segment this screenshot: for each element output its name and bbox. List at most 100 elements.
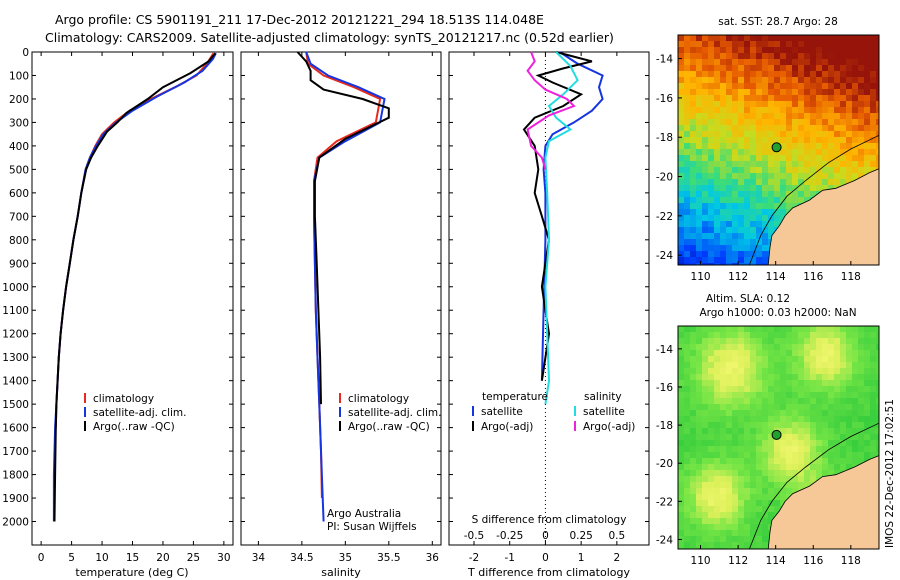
map-cell bbox=[852, 458, 859, 465]
map-cell bbox=[756, 362, 763, 369]
map-cell bbox=[798, 356, 805, 363]
map-cell bbox=[744, 380, 751, 387]
map-cell bbox=[726, 512, 733, 519]
map-cell bbox=[738, 83, 745, 90]
map-cell bbox=[780, 374, 787, 381]
map-cell bbox=[690, 428, 697, 435]
land-mass bbox=[767, 455, 880, 550]
map-cell bbox=[828, 344, 835, 351]
map-cell bbox=[756, 542, 763, 549]
map-cell bbox=[750, 542, 757, 549]
map-cell bbox=[792, 476, 799, 483]
map-cell bbox=[750, 356, 757, 363]
map-cell bbox=[858, 59, 865, 66]
map-cell bbox=[720, 362, 727, 369]
map-cell bbox=[744, 149, 751, 156]
map-cell bbox=[708, 155, 715, 162]
map-cell bbox=[774, 374, 781, 381]
map-cell bbox=[720, 332, 727, 339]
map-cell bbox=[756, 392, 763, 399]
map-cell bbox=[834, 404, 841, 411]
map-cell bbox=[792, 368, 799, 375]
map-cell bbox=[762, 440, 769, 447]
map-cell bbox=[762, 482, 769, 489]
map-cell bbox=[822, 77, 829, 84]
map-cell bbox=[870, 362, 877, 369]
map-cell bbox=[696, 338, 703, 345]
map-cell bbox=[732, 59, 739, 66]
map-cell bbox=[696, 530, 703, 537]
map-cell bbox=[714, 41, 721, 48]
map-cell bbox=[696, 398, 703, 405]
map-cell bbox=[756, 488, 763, 495]
map-cell bbox=[804, 332, 811, 339]
map-cell bbox=[756, 416, 763, 423]
map-cell bbox=[678, 542, 685, 549]
map-cell bbox=[702, 356, 709, 363]
map-cell bbox=[696, 47, 703, 54]
map-cell bbox=[798, 161, 805, 168]
map-cell bbox=[846, 47, 853, 54]
map-cell bbox=[732, 452, 739, 459]
map-cell bbox=[798, 404, 805, 411]
map-cell bbox=[696, 179, 703, 186]
map-cell bbox=[678, 155, 685, 162]
map-cell bbox=[792, 470, 799, 477]
map-cell bbox=[738, 203, 745, 210]
map-cell bbox=[738, 398, 745, 405]
map-cell bbox=[798, 392, 805, 399]
map-cell bbox=[750, 428, 757, 435]
map-cell bbox=[738, 404, 745, 411]
map-cell bbox=[690, 167, 697, 174]
map-cell bbox=[714, 326, 721, 333]
map-cell bbox=[786, 89, 793, 96]
map-cell bbox=[756, 209, 763, 216]
map-cell bbox=[846, 440, 853, 447]
map-cell bbox=[732, 47, 739, 54]
map-cell bbox=[876, 446, 880, 453]
map-cell bbox=[756, 410, 763, 417]
map-cell bbox=[804, 53, 811, 60]
map-cell bbox=[744, 239, 751, 246]
map-cell bbox=[756, 338, 763, 345]
map-cell bbox=[774, 71, 781, 78]
map-cell bbox=[750, 137, 757, 144]
map-cell bbox=[780, 350, 787, 357]
y-tick-label: 500 bbox=[9, 164, 29, 176]
map-cell bbox=[852, 89, 859, 96]
map-cell bbox=[786, 59, 793, 66]
map-cell bbox=[780, 167, 787, 174]
map-cell bbox=[810, 113, 817, 120]
map-cell bbox=[714, 173, 721, 180]
map-frame bbox=[677, 34, 880, 266]
map-cell bbox=[780, 464, 787, 471]
map-cell bbox=[846, 392, 853, 399]
map-cell bbox=[744, 191, 751, 198]
map-cell bbox=[876, 89, 880, 96]
map-cell bbox=[708, 125, 715, 132]
map-cell bbox=[732, 95, 739, 102]
x-tick-label: -1 bbox=[504, 552, 514, 564]
map-cell bbox=[762, 173, 769, 180]
map-cell bbox=[780, 179, 787, 186]
map-cell bbox=[762, 452, 769, 459]
map-cell bbox=[714, 107, 721, 114]
map-cell bbox=[876, 410, 880, 417]
map-cell bbox=[714, 524, 721, 531]
map-cell bbox=[714, 95, 721, 102]
map-cell bbox=[750, 530, 757, 537]
map-cell bbox=[678, 263, 685, 266]
map-cell bbox=[780, 428, 787, 435]
map-cell bbox=[708, 482, 715, 489]
map-cell bbox=[714, 197, 721, 204]
map-cell bbox=[828, 416, 835, 423]
map-y-tick-label: -18 bbox=[656, 420, 673, 432]
map-cell bbox=[846, 386, 853, 393]
map-cell bbox=[810, 179, 817, 186]
map-cell bbox=[828, 131, 835, 138]
map-cell bbox=[756, 59, 763, 66]
map-cell bbox=[696, 107, 703, 114]
map-cell bbox=[732, 368, 739, 375]
map-cell bbox=[768, 59, 775, 66]
map-cell bbox=[780, 392, 787, 399]
